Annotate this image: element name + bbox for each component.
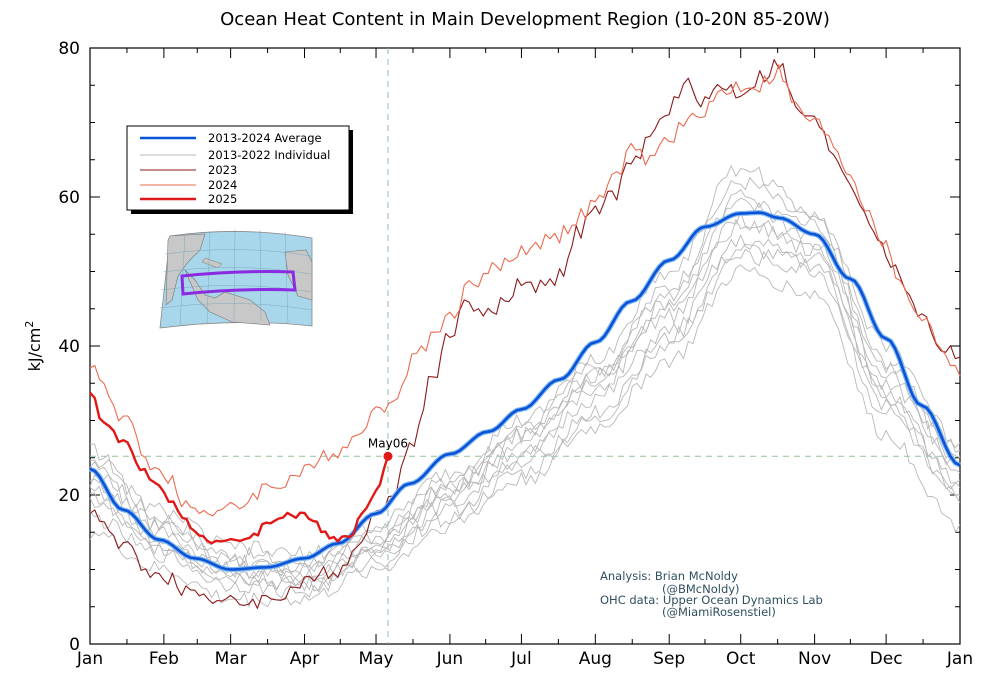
x-tick-label: Apr xyxy=(290,649,319,669)
attribution-analysis: Analysis: Brian McNoldy xyxy=(600,569,738,583)
series-line-individual-5 xyxy=(89,248,961,599)
x-tick-label: Dec xyxy=(870,649,903,669)
x-tick-label: Mar xyxy=(215,649,247,669)
region-box xyxy=(180,270,297,296)
x-tick-label: Nov xyxy=(798,649,831,669)
y-tick-label: 20 xyxy=(58,486,80,506)
series-line-individual-1 xyxy=(89,176,961,568)
y-axis-label: kJ/cm2 xyxy=(23,321,44,372)
legend-label-individual: 2013-2022 Individual xyxy=(208,148,330,162)
region-map-inset xyxy=(159,229,313,329)
x-tick-label: Jul xyxy=(510,649,532,669)
attribution-analysis-handle: (@BMcNoldy) xyxy=(662,582,740,596)
x-tick-label: Sep xyxy=(653,649,685,669)
series-line-individual-10 xyxy=(89,189,961,577)
series-line-individual-7 xyxy=(89,164,961,564)
x-tick-label: May xyxy=(358,649,393,669)
y-tick-label: 80 xyxy=(58,39,80,59)
reference-lines xyxy=(90,48,960,644)
series-line-average xyxy=(89,211,961,571)
legend-label-average: 2013-2024 Average xyxy=(208,131,322,145)
chart-title: Ocean Heat Content in Main Development R… xyxy=(220,9,830,30)
series-line-individual-9 xyxy=(89,243,961,591)
legend-label-2025: 2025 xyxy=(208,192,237,206)
x-tick-label: Jun xyxy=(436,649,464,669)
x-tick-label: Jan xyxy=(946,649,973,669)
legend-label-2023: 2023 xyxy=(208,163,237,177)
series-layer xyxy=(88,59,962,609)
series-line-individual-8 xyxy=(89,211,961,583)
series-line-2024 xyxy=(89,64,961,517)
x-tick-label: Aug xyxy=(579,649,612,669)
y-tick-label: 0 xyxy=(69,635,80,655)
x-tick-label: Oct xyxy=(726,649,756,669)
y-axis-label-superscript: 2 xyxy=(23,321,36,328)
x-tick-label: Jan xyxy=(76,649,103,669)
axis-labels: 0 20 40 60 80 Jan Feb Mar Apr May Jun Jul Aug Sep Oct N… xyxy=(58,39,973,669)
attribution-data: OHC data: Upper Ocean Dynamics Lab xyxy=(600,593,823,607)
y-tick-label: 60 xyxy=(58,188,80,208)
series-line-2025 xyxy=(89,391,390,545)
legend: 2013-2024 Average 2013-2022 Individual 2… xyxy=(126,125,353,214)
attribution: Analysis: Brian McNoldy (@BMcNoldy) OHC … xyxy=(600,569,823,619)
reference-point-marker xyxy=(383,451,393,461)
legend-label-2024: 2024 xyxy=(208,178,237,192)
attribution-data-handle: (@MiamiRosenstiel) xyxy=(662,605,776,619)
reference-point-label: May06 xyxy=(368,436,408,450)
y-tick-label: 40 xyxy=(58,337,80,357)
x-tick-label: Feb xyxy=(149,649,179,669)
